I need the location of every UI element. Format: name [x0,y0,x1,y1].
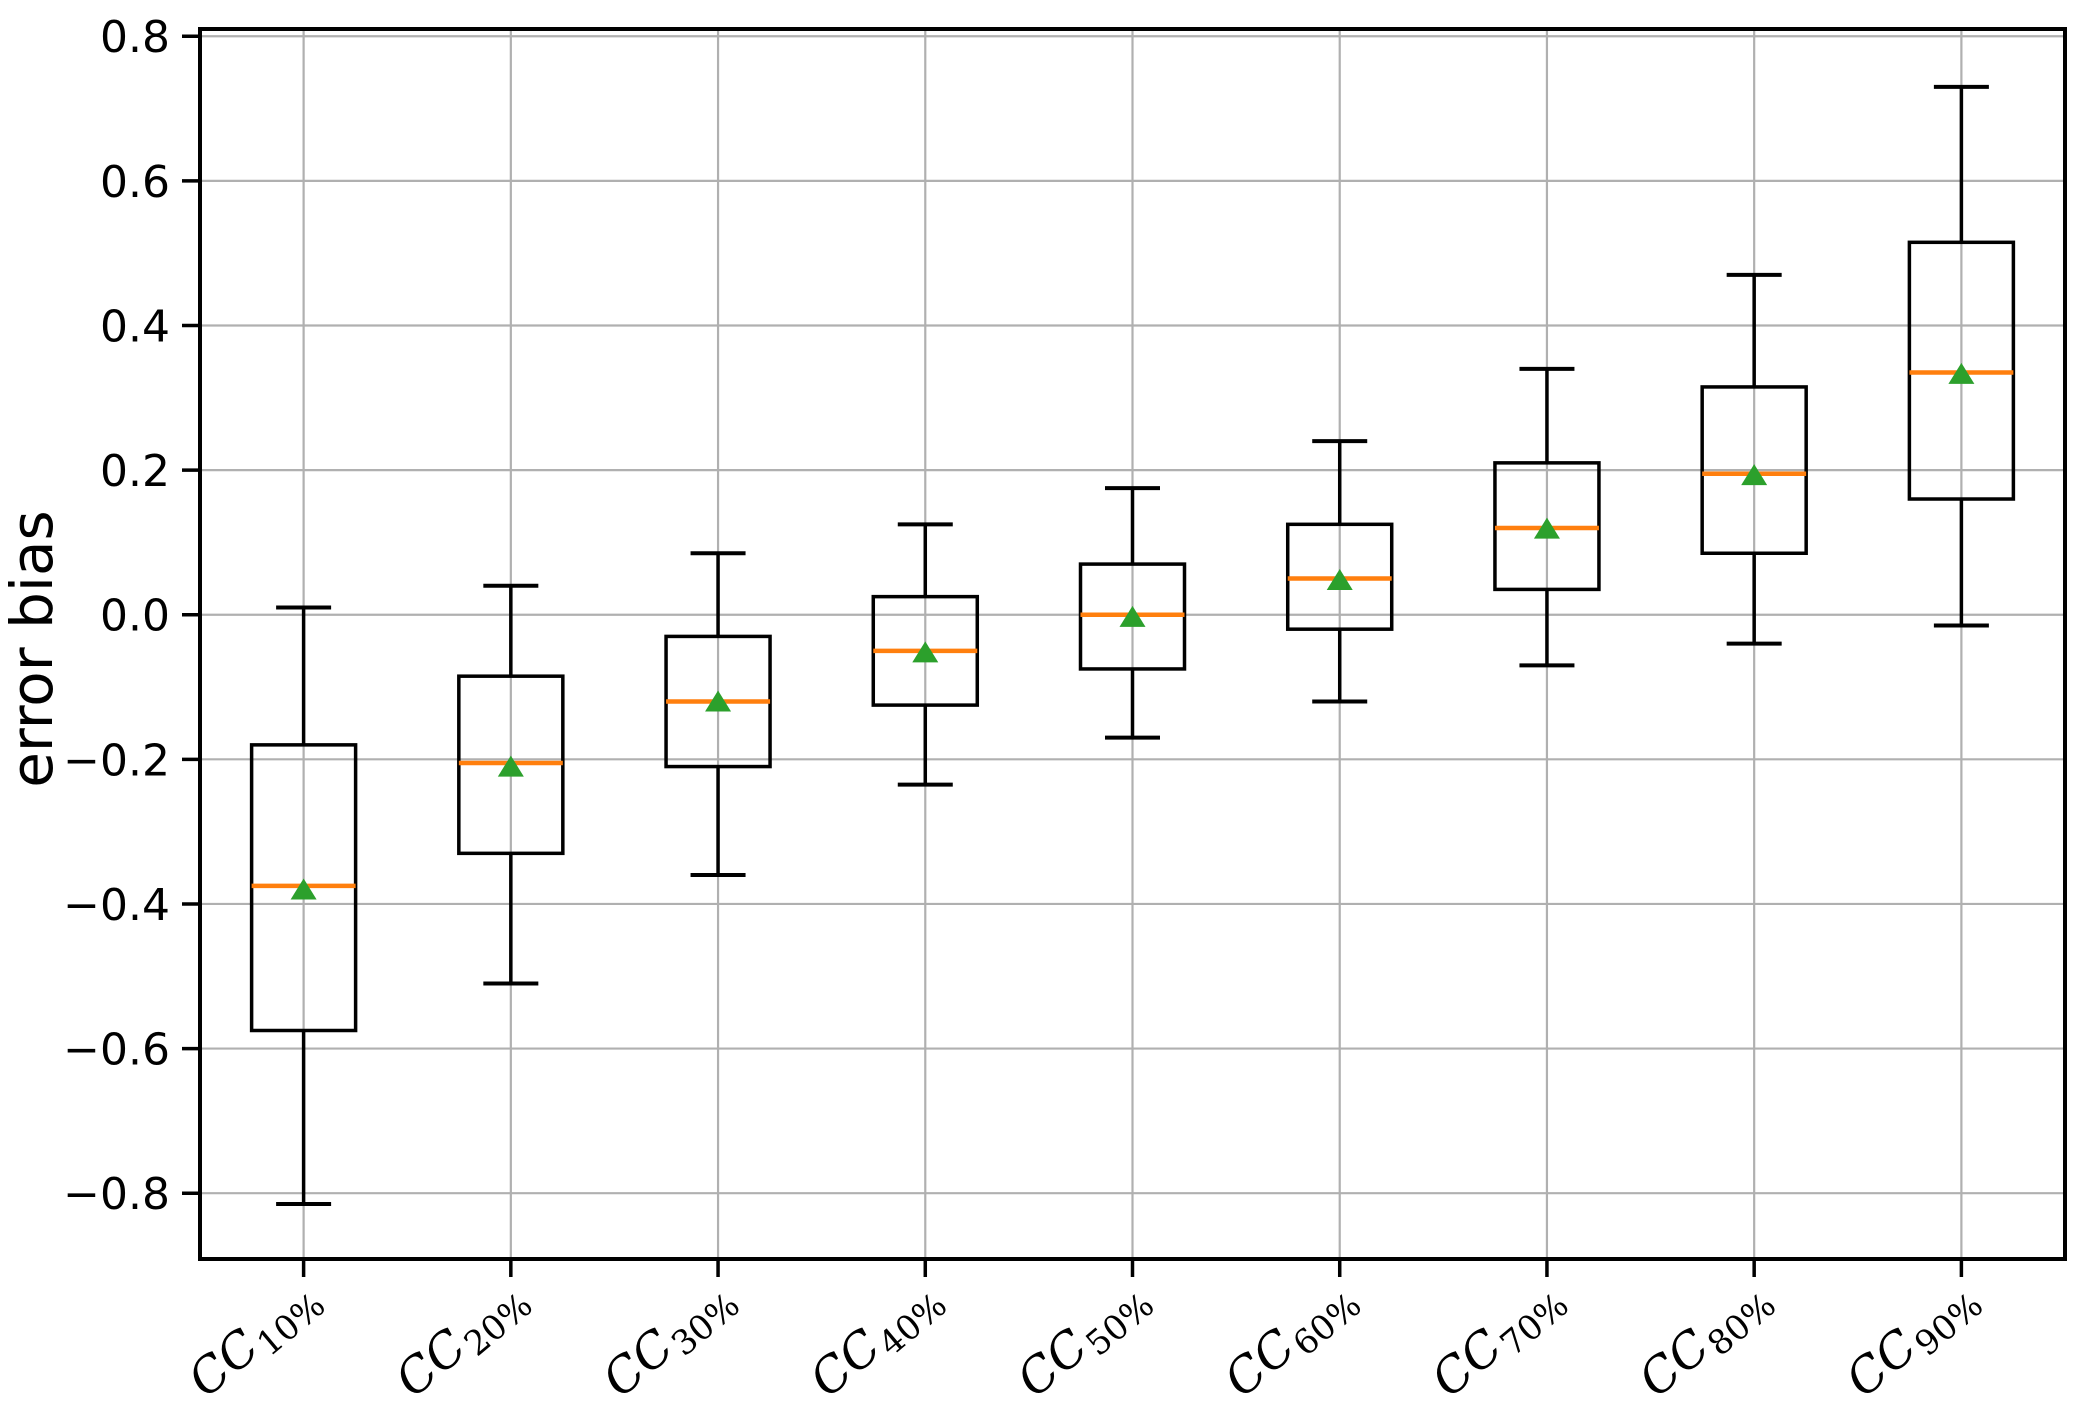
x-tick-label: CC40% [799,1268,955,1413]
axis-ticks: 0.8 0.6 0.4 0.2 0.0 −0.2 −0.4 −0.6 −0.8 [63,12,1964,1277]
mean-marker [1119,605,1146,627]
y-tick-label: −0.6 [63,1025,170,1076]
mean-marker [1741,464,1768,486]
boxplot-CC50% [1078,486,1187,740]
boxplot-CC40% [871,522,980,787]
y-tick-label: 0.4 [100,301,170,352]
y-tick-label: −0.4 [63,880,170,931]
x-tick-label: CC20% [385,1268,541,1413]
y-tick-label: 0.6 [100,157,170,208]
boxplot-CC60% [1285,439,1394,704]
mean-marker [497,755,524,777]
mean-marker [1948,362,1975,384]
x-tick-label: CC90% [1835,1268,1991,1413]
y-tick-label: −0.8 [63,1169,170,1220]
axes-frame [198,27,2067,1261]
boxplot-CC30% [664,551,772,878]
y-tick-label: 0.2 [100,446,170,497]
iqr-box [1700,385,1808,556]
x-tick-label: CC60% [1214,1268,1370,1413]
grid-lines [200,29,2065,1259]
boxplot-CC70% [1493,366,1601,668]
y-tick-label: 0.0 [100,591,170,642]
boxplot-CC20% [457,583,565,986]
mean-marker [1326,569,1353,591]
y-axis-label: error bias [0,510,66,788]
mean-marker [1533,517,1560,539]
mean-marker [290,878,317,900]
x-tick-label: CC50% [1007,1268,1163,1413]
y-tick-label: 0.8 [100,12,170,63]
y-tick-label: −0.2 [63,735,170,786]
x-tick-label: CC80% [1628,1268,1784,1413]
x-tick-label: CC30% [592,1268,748,1413]
mean-marker [705,690,732,712]
boxplot-CC90% [1907,84,2016,628]
x-tick-label: CC10% [178,1268,334,1413]
boxplot-CC10% [249,605,358,1207]
x-tick-label: CC70% [1421,1268,1577,1413]
x-tick-labels: CC10% CC20% CC30% CC40% CC50% CC60% CC70% CC80%… [178,1268,1991,1413]
mean-marker [912,641,939,663]
boxplot-CC80% [1700,272,1808,646]
